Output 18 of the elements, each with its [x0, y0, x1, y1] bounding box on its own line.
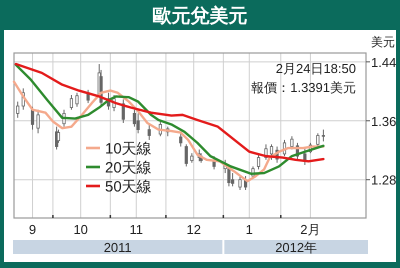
annotation: 2月24日18:50	[276, 61, 356, 76]
ytick: 1.44	[371, 54, 396, 70]
ytick: 1.36	[371, 114, 396, 129]
xtick: 10	[73, 222, 88, 237]
xtick: 1	[246, 222, 253, 237]
ylabel: 美元	[371, 35, 395, 49]
legend-label: 50天線	[105, 178, 152, 196]
xtick: 2月	[300, 222, 321, 237]
legend-label: 10天線	[105, 140, 152, 158]
ytick: 1.28	[371, 172, 396, 188]
xtick: 11	[130, 222, 144, 237]
xtick: 9	[28, 222, 36, 237]
xtick: 12	[186, 222, 201, 237]
legend-label: 20天線	[105, 160, 152, 176]
annotation: 2012年	[275, 240, 318, 255]
title: 歐元兌美元	[152, 6, 248, 27]
annotation: 2011	[104, 240, 132, 255]
annotation: 報價：1.3391美元	[251, 80, 356, 95]
